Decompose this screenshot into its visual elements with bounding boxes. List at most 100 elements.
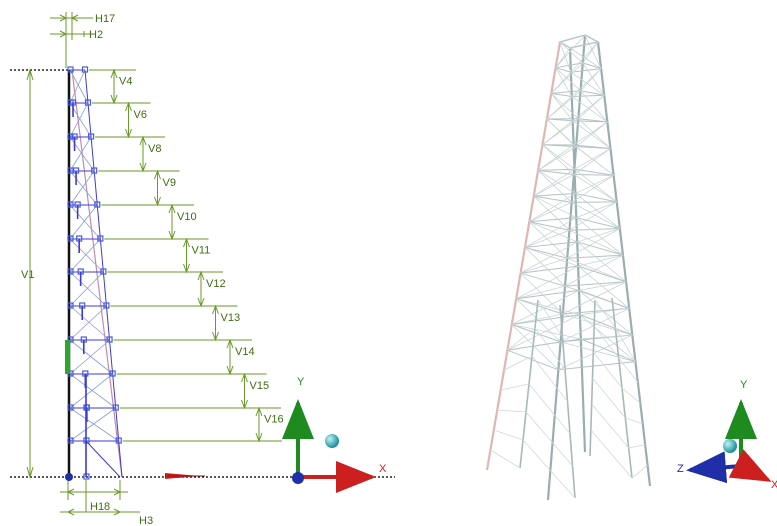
h3-label: H3 xyxy=(139,515,153,526)
tower-brace xyxy=(511,324,581,340)
tower-brace xyxy=(559,41,572,73)
tower-brace xyxy=(516,265,579,300)
tower-brace xyxy=(516,298,580,316)
brace xyxy=(69,339,110,375)
tower-brace xyxy=(576,241,627,283)
frame-node xyxy=(67,133,74,140)
tower-ring xyxy=(511,314,580,325)
tower-brace xyxy=(490,449,521,469)
tower-brace xyxy=(497,409,527,413)
dim-arrow xyxy=(197,270,205,281)
x-axis-label: X xyxy=(379,463,387,475)
brace xyxy=(69,238,101,273)
tower-ring xyxy=(571,94,605,97)
tower-brace xyxy=(520,272,564,315)
tower-brace xyxy=(529,193,576,223)
vertical-dimension-chain: V4 V6 V8 V9 V10 V11 V12 V13 V14 V15 V16 xyxy=(89,68,284,443)
tower-brace xyxy=(621,387,641,404)
frame-node xyxy=(84,99,92,106)
tower-ring xyxy=(516,298,563,315)
tower-brace xyxy=(524,247,579,267)
tower-brace xyxy=(569,201,617,231)
vertical-dimension-label: V10 xyxy=(177,211,197,223)
frame-node xyxy=(94,201,101,208)
origin-node xyxy=(292,472,304,484)
tower-ring xyxy=(572,120,608,123)
tower-brace xyxy=(511,290,580,325)
tower-brace xyxy=(573,174,617,203)
tower-ring xyxy=(576,217,620,229)
overall-height-dimension: V1 xyxy=(21,68,34,479)
tower-ring xyxy=(511,324,561,343)
tower-brace xyxy=(529,221,578,243)
tower-brace xyxy=(537,170,572,203)
frame-node xyxy=(97,235,104,242)
tower-brace xyxy=(520,241,578,274)
dim-arrow xyxy=(168,203,176,214)
dim-arrow xyxy=(183,237,190,248)
frame-node xyxy=(67,66,74,73)
tower-brace xyxy=(500,383,530,391)
tower-brace xyxy=(503,355,533,371)
tower-brace xyxy=(578,118,611,149)
view-sphere-icon xyxy=(325,434,339,448)
tower-brace xyxy=(507,327,536,351)
frame-node xyxy=(67,201,74,208)
brace xyxy=(69,271,104,307)
dim-arrow xyxy=(154,169,161,180)
right-isometric-view: Y Z X xyxy=(485,34,777,501)
tower-brace xyxy=(555,67,573,97)
tower-brace xyxy=(575,193,621,229)
tower-ring xyxy=(546,118,573,122)
vertical-dimension-label: V4 xyxy=(119,76,132,88)
brace xyxy=(69,407,116,442)
dim-arrow xyxy=(241,372,248,383)
frame-node xyxy=(91,167,98,174)
tower-brace xyxy=(516,285,566,300)
tower-brace xyxy=(550,93,574,121)
bottom-dimensions: H18 H3 xyxy=(60,480,153,526)
top-dimensions: H17 H2 xyxy=(50,12,115,68)
h17-label: H17 xyxy=(95,13,115,25)
frame-node xyxy=(67,437,74,444)
tower-brace xyxy=(537,144,574,171)
tower-brace xyxy=(576,217,624,256)
tower-brace xyxy=(525,411,573,467)
tower-brace xyxy=(533,195,577,219)
dim-arrow xyxy=(226,338,234,349)
tower-brace xyxy=(522,439,576,499)
tower-brace xyxy=(533,174,575,197)
view-sphere-icon xyxy=(723,439,737,453)
tower-brace xyxy=(579,314,636,362)
dim-arrow xyxy=(125,101,132,112)
brace xyxy=(69,373,116,409)
tower-ring xyxy=(577,241,624,256)
tower-brace xyxy=(578,290,633,336)
tower-brace xyxy=(520,272,580,291)
vertical-dimension-label: V9 xyxy=(163,177,176,189)
h18-label: H18 xyxy=(90,501,110,513)
load-direction-arrow xyxy=(165,473,205,479)
dim-arrow xyxy=(110,68,118,79)
tower-brace xyxy=(594,299,616,329)
y-axis-label: Y xyxy=(740,379,748,391)
tower-ring xyxy=(573,174,614,176)
tower-brace xyxy=(511,313,563,325)
brace xyxy=(69,69,86,104)
tower-brace xyxy=(614,327,636,362)
tower-ring xyxy=(529,217,577,223)
brace xyxy=(69,102,89,138)
tower-brace xyxy=(569,47,602,69)
tower-ring xyxy=(538,168,575,171)
tower-brace xyxy=(567,257,627,283)
tower-ring xyxy=(555,67,572,73)
vertical-dimension-label: V14 xyxy=(235,346,255,358)
tower-brace xyxy=(564,254,624,287)
brace xyxy=(69,271,107,307)
z-axis-label: Z xyxy=(677,463,684,475)
tower-brace xyxy=(555,47,571,68)
vertical-dimension-label: V12 xyxy=(206,278,226,290)
brace xyxy=(69,305,110,341)
tower-brace xyxy=(580,90,608,123)
tower-brace xyxy=(573,144,614,176)
